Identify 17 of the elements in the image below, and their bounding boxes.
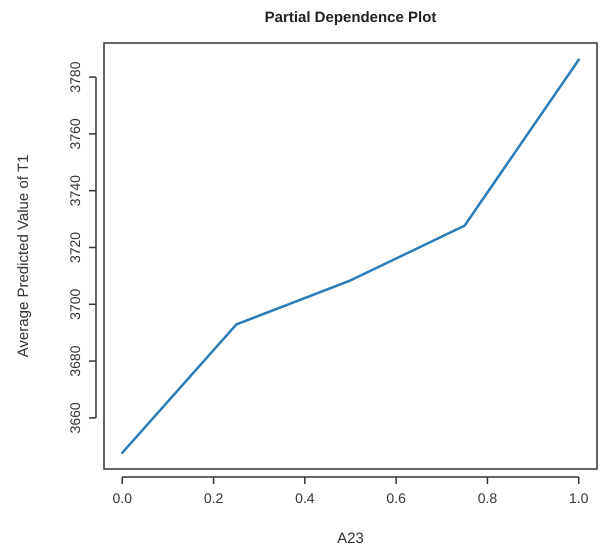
line-series <box>121 58 580 454</box>
y-axis-title: Average Predicted Value of T1 <box>15 154 32 358</box>
chart-title: Partial Dependence Plot <box>264 9 436 26</box>
x-tick-label: 0.8 <box>478 490 498 506</box>
y-tick-label: 3660 <box>67 402 83 434</box>
x-tick-label: 0.4 <box>295 490 315 506</box>
x-axis-title: A23 <box>337 530 364 547</box>
y-tick-label: 3720 <box>67 232 83 264</box>
x-tick-label: 1.0 <box>569 490 589 506</box>
x-tick-label: 0.0 <box>112 490 132 506</box>
y-tick-label: 3700 <box>67 288 83 320</box>
y-tick-label: 3740 <box>67 174 83 206</box>
x-tick-label: 0.6 <box>386 490 406 506</box>
x-tick-label: 0.2 <box>204 490 224 506</box>
y-tick-label: 3760 <box>67 118 83 150</box>
y-tick-label: 3680 <box>67 345 83 377</box>
y-tick-label: 3780 <box>67 61 83 93</box>
